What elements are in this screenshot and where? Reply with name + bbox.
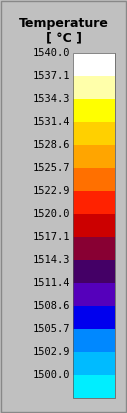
Bar xyxy=(73,260,115,283)
Text: 1505.7: 1505.7 xyxy=(33,324,70,334)
Bar xyxy=(73,329,115,352)
Bar xyxy=(73,375,115,398)
Text: 1531.4: 1531.4 xyxy=(33,117,70,127)
Bar xyxy=(73,306,115,329)
Bar xyxy=(73,122,115,145)
Bar xyxy=(73,145,115,168)
Bar xyxy=(73,76,115,99)
Text: 1528.6: 1528.6 xyxy=(33,140,70,150)
Bar xyxy=(73,168,115,191)
Text: Temperature: Temperature xyxy=(19,17,108,29)
Bar xyxy=(73,99,115,122)
Text: 1502.9: 1502.9 xyxy=(33,347,70,357)
Text: 1540.0: 1540.0 xyxy=(33,48,70,58)
Text: [ °C ]: [ °C ] xyxy=(45,31,82,45)
Bar xyxy=(73,237,115,260)
Bar xyxy=(73,53,115,398)
Text: 1514.3: 1514.3 xyxy=(33,255,70,265)
Text: 1534.3: 1534.3 xyxy=(33,94,70,104)
Text: 1525.7: 1525.7 xyxy=(33,163,70,173)
Text: 1511.4: 1511.4 xyxy=(33,278,70,288)
Bar xyxy=(73,352,115,375)
Text: 1508.6: 1508.6 xyxy=(33,301,70,311)
Bar xyxy=(73,283,115,306)
Bar xyxy=(73,214,115,237)
Text: 1520.0: 1520.0 xyxy=(33,209,70,219)
Text: 1517.1: 1517.1 xyxy=(33,232,70,242)
Text: 1537.1: 1537.1 xyxy=(33,71,70,81)
Text: 1500.0: 1500.0 xyxy=(33,370,70,380)
Text: 1522.9: 1522.9 xyxy=(33,186,70,196)
Bar xyxy=(73,53,115,76)
Bar xyxy=(73,191,115,214)
